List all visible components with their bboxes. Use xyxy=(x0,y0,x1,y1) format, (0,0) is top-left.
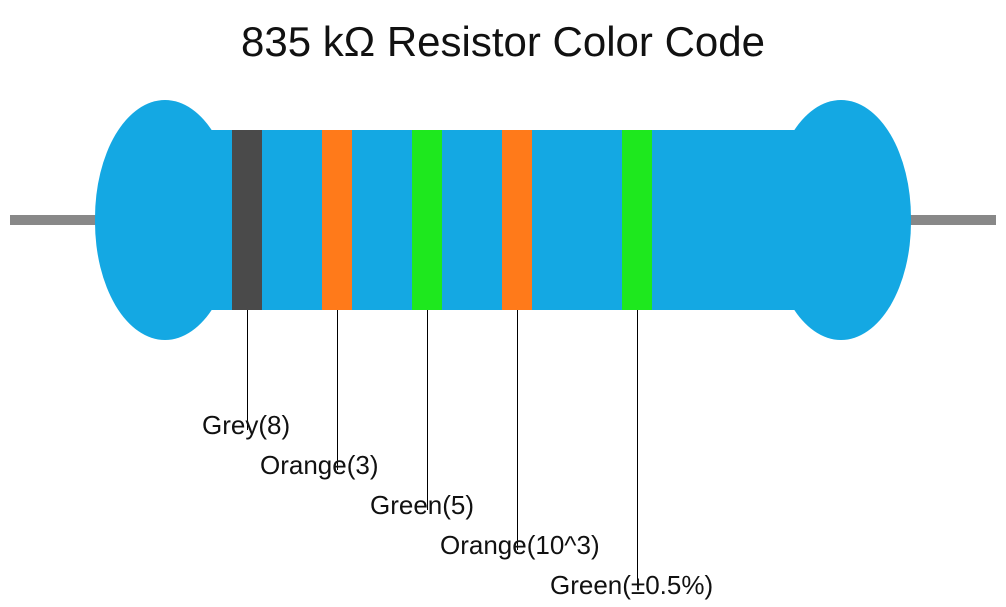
callout-label-green2: Green(±0.5%) xyxy=(550,570,713,601)
callout-line-orange2 xyxy=(517,310,518,550)
band-green2 xyxy=(622,130,652,310)
band-green xyxy=(412,130,442,310)
band-orange xyxy=(322,130,352,310)
callout-line-green xyxy=(427,310,428,510)
diagram-title: 835 kΩ Resistor Color Code xyxy=(0,18,1006,66)
band-grey xyxy=(232,130,262,310)
band-orange2 xyxy=(502,130,532,310)
callout-label-orange: Orange(3) xyxy=(260,450,379,481)
callout-label-green: Green(5) xyxy=(370,490,474,521)
callout-label-orange2: Orange(10^3) xyxy=(440,530,600,561)
resistor-diagram xyxy=(0,90,1006,350)
callout-label-grey: Grey(8) xyxy=(202,410,290,441)
callout-line-orange xyxy=(337,310,338,470)
callout-line-green2 xyxy=(637,310,638,590)
